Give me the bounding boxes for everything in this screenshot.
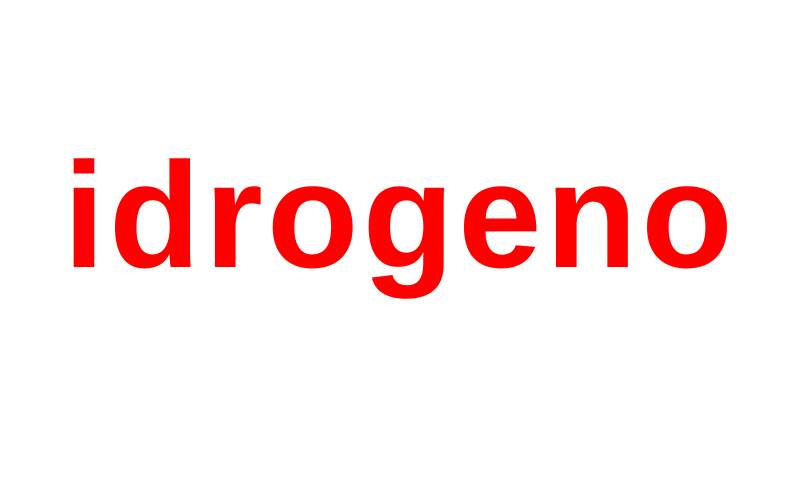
word-text: idrogeno <box>63 131 737 299</box>
